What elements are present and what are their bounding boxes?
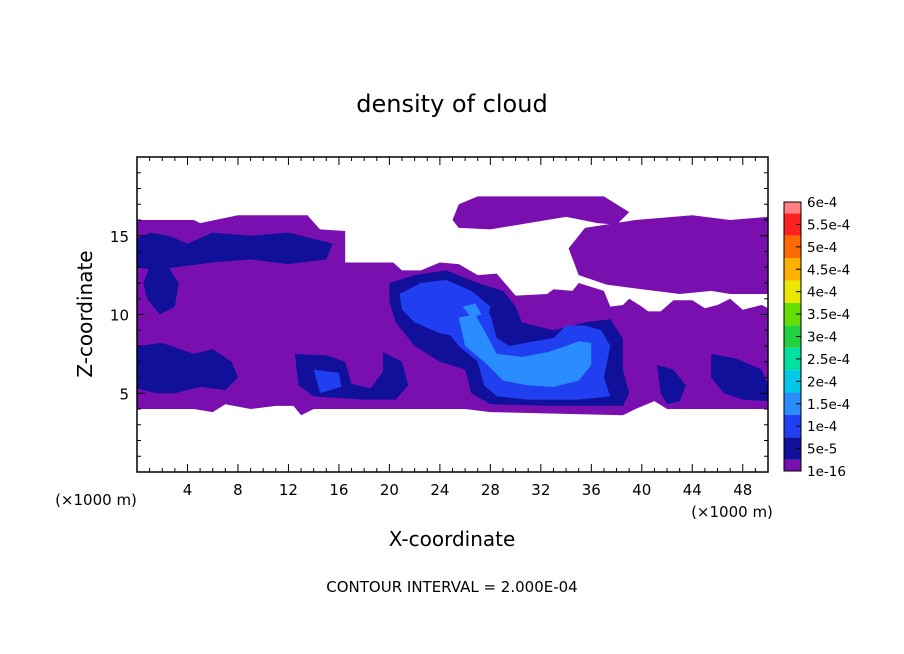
contour-region-9 xyxy=(711,353,768,402)
colorbar-label: 5e-5 xyxy=(807,442,837,458)
colorbar-label: 5.5e-4 xyxy=(807,217,850,233)
contour-region-1 xyxy=(452,196,630,230)
contour-region-13 xyxy=(458,314,592,387)
colorbar-swatch xyxy=(784,202,801,214)
colorbar-label: 4e-4 xyxy=(807,285,837,301)
colorbar: 1e-16 5e-5 1e-4 1.5e-4 2e-4 2.5e-4 3e-4 3.5e-4 4… xyxy=(783,195,850,480)
colorbar-swatch xyxy=(784,213,801,236)
colorbar-swatch xyxy=(784,347,801,371)
y-tick-label: 15 xyxy=(110,228,129,246)
y-tick-label: 10 xyxy=(110,307,129,325)
colorbar-label: 5e-4 xyxy=(807,240,837,256)
x-tick-label: 28 xyxy=(481,481,500,499)
contour-region-3 xyxy=(137,232,333,271)
x-tick-label: 8 xyxy=(233,481,243,499)
colorbar-swatch xyxy=(784,414,801,438)
x-tick-label: 32 xyxy=(531,481,550,499)
x-tick-label: 48 xyxy=(733,481,752,499)
contour-region-5 xyxy=(137,342,238,394)
colorbar-label: 2e-4 xyxy=(807,374,837,390)
colorbar-swatch xyxy=(784,325,801,348)
x-tick-label: 4 xyxy=(183,481,193,499)
contour-region-2 xyxy=(568,215,768,294)
contour-interval-footer: CONTOUR INTERVAL = 2.000E-04 xyxy=(326,578,577,596)
y-axis-label: Z-coordinate xyxy=(73,250,97,377)
x-tick-label: 44 xyxy=(683,481,702,499)
x-tick-label: 16 xyxy=(329,481,348,499)
x-tick-label: 12 xyxy=(279,481,298,499)
colorbar-label: 6e-4 xyxy=(807,195,837,211)
contour-regions xyxy=(137,196,768,416)
contour-region-12 xyxy=(313,369,342,394)
colorbar-label: 3e-4 xyxy=(807,330,837,346)
colorbar-label: 2.5e-4 xyxy=(807,352,850,368)
colorbar-swatch xyxy=(784,370,801,393)
colorbar-label: 1e-4 xyxy=(807,419,837,435)
colorbar-label: 4.5e-4 xyxy=(807,262,850,278)
x-axis-ticks: 4 8 12 16 20 24 28 32 36 40 44 48 xyxy=(149,157,756,499)
colorbar-swatch xyxy=(784,280,801,303)
colorbar-swatch xyxy=(784,258,801,281)
colorbar-swatch xyxy=(784,437,801,460)
colorbar-swatch xyxy=(784,459,801,471)
contour-region-4 xyxy=(143,267,179,315)
colorbar-swatch xyxy=(784,302,801,326)
x-tick-label: 20 xyxy=(380,481,399,499)
y-axis-ticks: 5 10 15 xyxy=(110,172,768,457)
colorbar-frame xyxy=(783,201,802,472)
colorbar-label: 3.5e-4 xyxy=(807,307,850,323)
x-tick-label: 24 xyxy=(430,481,449,499)
x-tick-label: 40 xyxy=(632,481,651,499)
x-tick-label: 36 xyxy=(582,481,601,499)
colorbar-swatch xyxy=(784,392,801,415)
colorbar-label: 1e-16 xyxy=(807,464,846,480)
y-tick-label: 5 xyxy=(119,385,129,403)
z-unit-label: (×1000 m) xyxy=(55,491,137,509)
colorbar-swatch xyxy=(784,235,801,259)
x-unit-label: (×1000 m) xyxy=(691,503,773,521)
x-axis-label: X-coordinate xyxy=(389,527,516,551)
contour-region-8 xyxy=(656,364,686,405)
colorbar-label: 1.5e-4 xyxy=(807,397,850,413)
contour-region-14 xyxy=(462,303,482,318)
chart-title: density of cloud xyxy=(356,90,547,118)
